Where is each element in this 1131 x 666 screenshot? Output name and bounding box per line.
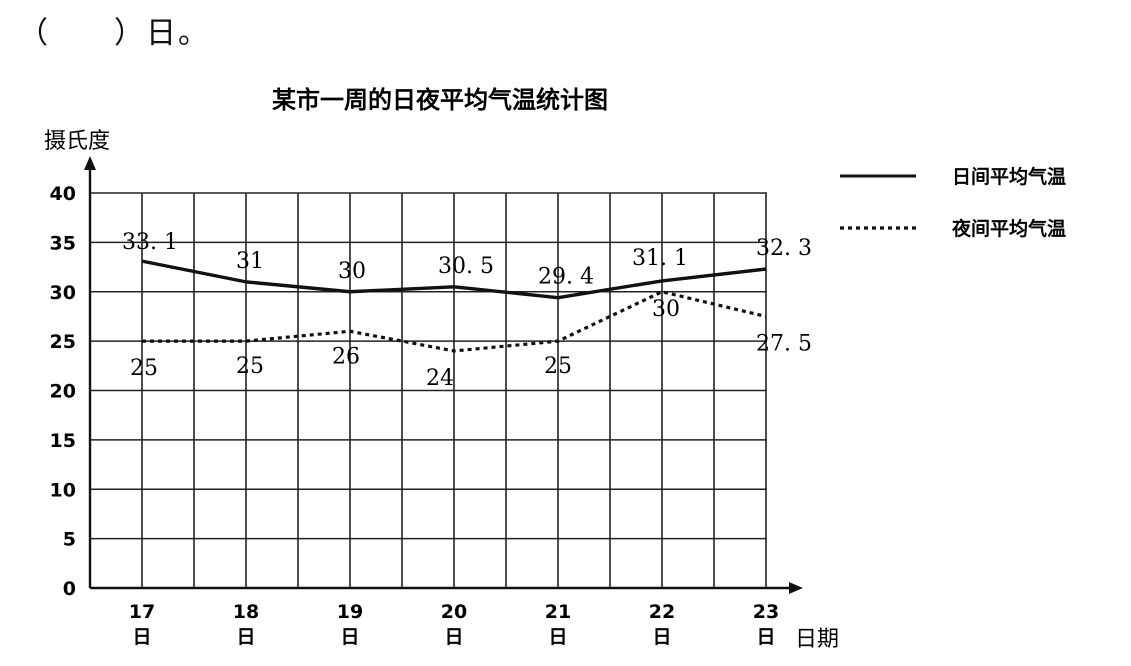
day-temperature-line [141, 259, 767, 300]
legend-entry-label: 夜间平均气温 [951, 217, 1066, 240]
day-data-label: 30 [338, 259, 366, 284]
x-tick-label: 23 日 [753, 601, 779, 648]
y-tick-label: 25 [50, 331, 76, 353]
x-axis-label: 日期 [795, 627, 839, 652]
y-tick-label: 0 [63, 578, 76, 600]
y-tick-label: 10 [50, 479, 76, 501]
night-data-label: 30 [652, 297, 680, 322]
question-fragment: （ ）日。 [18, 16, 210, 51]
x-axis-arrow [789, 582, 803, 594]
y-tick-label: 5 [63, 529, 76, 551]
y-tick-label: 15 [50, 430, 76, 452]
y-tick-label: 30 [50, 282, 76, 304]
y-axis-label: 摄氏度 [44, 129, 110, 154]
night-temperature-line [142, 290, 767, 353]
night-data-label: 26 [332, 344, 360, 369]
night-data-label: 25 [236, 354, 264, 379]
y-tick-label: 35 [50, 232, 76, 254]
y-tick-label: 20 [50, 381, 76, 403]
day-data-label: 31. 1 [632, 246, 688, 271]
y-tick-label: 40 [50, 183, 76, 205]
y-axis-arrow [84, 156, 96, 170]
axes [84, 156, 803, 594]
x-tick-label: 18 日 [233, 601, 259, 648]
day-data-label: 29. 4 [538, 265, 594, 290]
grid [90, 192, 767, 588]
x-ticks: 17 日 18 日 19 日 20 日 21 日 22 日 23 日 [129, 601, 779, 648]
day-data-label: 32. 3 [756, 236, 812, 261]
series-group: 33. 1 31 30 30. 5 29. 4 31. 1 32. 3 25 25 26 24 25 3… [122, 230, 812, 391]
x-tick-label: 20 日 [441, 601, 467, 648]
day-data-label: 30. 5 [438, 254, 494, 279]
x-tick-label: 22 日 [649, 601, 675, 648]
night-data-label: 25 [544, 354, 572, 379]
legend-entry-label: 日间平均气温 [952, 165, 1066, 188]
x-tick-label: 19 日 [337, 601, 363, 648]
day-data-label: 33. 1 [122, 230, 178, 255]
night-data-label: 27. 5 [756, 331, 812, 356]
day-data-label: 31 [236, 249, 264, 274]
night-data-label: 24 [426, 366, 454, 391]
y-ticks: 0 5 10 15 20 25 30 35 40 [50, 183, 76, 600]
chart-title: 某市一周的日夜平均气温统计图 [272, 86, 608, 114]
x-tick-label: 17 日 [129, 601, 155, 648]
night-data-label: 25 [130, 356, 158, 381]
x-tick-label: 21 日 [545, 601, 571, 648]
